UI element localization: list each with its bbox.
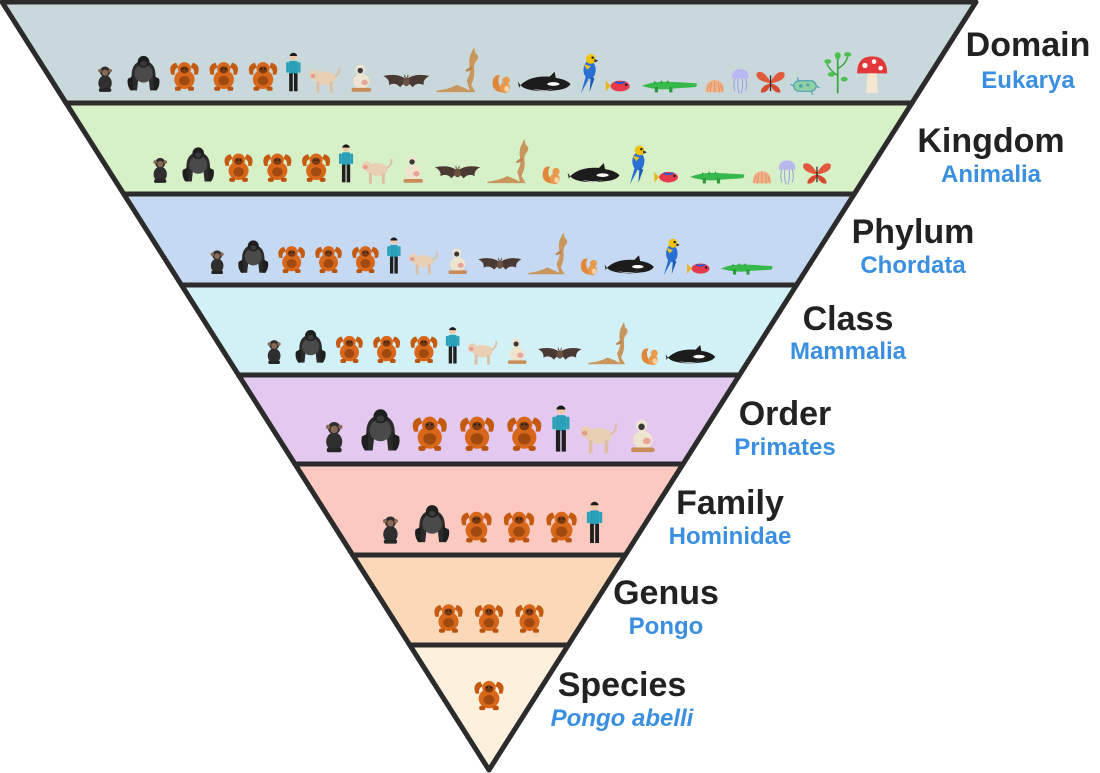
rank-label-order: Order [739, 395, 832, 433]
chimpanzee-icon [325, 421, 343, 453]
taxon-label-domain: Eukarya [981, 67, 1075, 94]
pyramid-bands [0, 0, 979, 773]
rank-label-phylum: Phylum [852, 213, 975, 251]
taxon-label-phylum: Chordata [860, 252, 966, 279]
chimpanzee-icon [267, 340, 281, 364]
rank-label-domain: Domain [966, 26, 1091, 64]
taxon-label-kingdom: Animalia [941, 161, 1042, 188]
taxon-label-order: Primates [734, 434, 835, 461]
rank-label-genus: Genus [613, 574, 719, 612]
chimpanzee-icon [98, 66, 113, 92]
chimpanzee-icon [382, 516, 398, 544]
rank-label-class: Class [803, 300, 894, 338]
taxon-label-species: Pongo abelli [551, 705, 695, 732]
chimpanzee-icon [210, 250, 224, 275]
taxon-label-genus: Pongo [629, 613, 704, 640]
band-genus [350, 552, 628, 648]
rank-label-family: Family [676, 484, 784, 522]
rank-label-kingdom: Kingdom [917, 122, 1064, 160]
band-family [292, 461, 686, 558]
band-domain [0, 0, 979, 106]
chimpanzee-icon [153, 157, 168, 183]
rank-label-species: Species [558, 666, 687, 704]
taxon-label-family: Hominidae [669, 523, 792, 550]
taxon-label-class: Mammalia [790, 338, 907, 365]
